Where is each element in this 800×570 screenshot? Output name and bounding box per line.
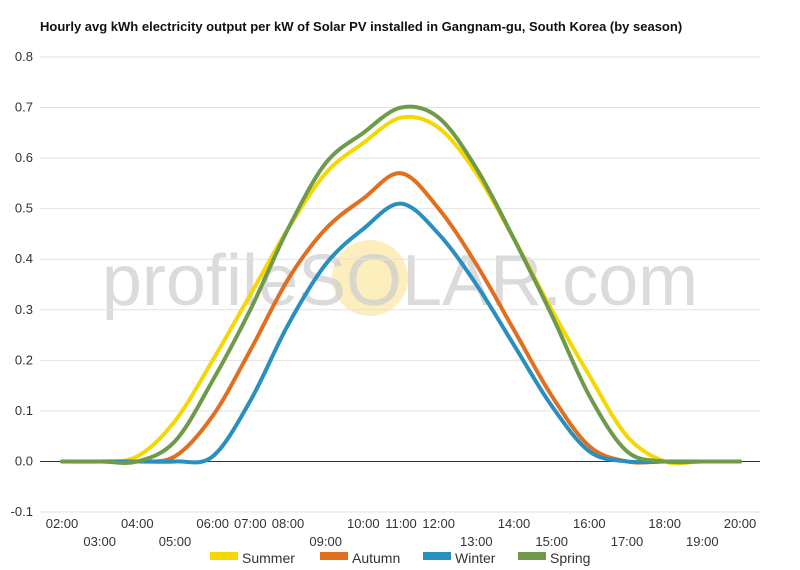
y-axis: 0.8 0.7 0.6 0.5 0.4 0.3 0.2 0.1 0.0 -0.1 bbox=[11, 49, 33, 519]
x-tick-label: 16:00 bbox=[573, 516, 606, 531]
series-lines bbox=[60, 104, 742, 466]
x-tick-label: 09:00 bbox=[309, 534, 342, 549]
legend-swatch-winter bbox=[423, 552, 451, 560]
chart-title: Hourly avg kWh electricity output per kW… bbox=[40, 19, 683, 34]
series-line-spring bbox=[60, 104, 742, 465]
x-tick-label: 13:00 bbox=[460, 534, 493, 549]
x-tick-label: 12:00 bbox=[422, 516, 455, 531]
x-tick-label: 04:00 bbox=[121, 516, 154, 531]
y-tick-label: -0.1 bbox=[11, 504, 33, 519]
legend-label-summer: Summer bbox=[242, 550, 295, 566]
series-line-winter bbox=[60, 201, 742, 465]
x-tick-label: 02:00 bbox=[46, 516, 79, 531]
x-tick-label: 19:00 bbox=[686, 534, 719, 549]
legend-label-autumn: Autumn bbox=[352, 550, 400, 566]
x-tick-label: 15:00 bbox=[535, 534, 568, 549]
watermark-text: profileSOLAR.com bbox=[102, 241, 698, 321]
y-tick-label: 0.3 bbox=[15, 302, 33, 317]
watermark: profileSOLAR.com bbox=[102, 240, 698, 321]
x-tick-label: 20:00 bbox=[724, 516, 757, 531]
y-tick-label: 0.1 bbox=[15, 403, 33, 418]
x-tick-label: 06:00 bbox=[196, 516, 229, 531]
y-tick-label: 0.6 bbox=[15, 150, 33, 165]
y-tick-label: 0.0 bbox=[15, 453, 33, 468]
series-line-summer bbox=[60, 114, 742, 466]
x-tick-label: 05:00 bbox=[159, 534, 192, 549]
x-tick-label: 10:00 bbox=[347, 516, 380, 531]
legend-label-winter: Winter bbox=[455, 550, 496, 566]
legend-swatch-autumn bbox=[320, 552, 348, 560]
grid bbox=[40, 56, 760, 513]
x-tick-label: 11:00 bbox=[385, 516, 417, 531]
y-tick-label: 0.7 bbox=[15, 100, 33, 115]
legend-swatch-summer bbox=[210, 552, 238, 560]
y-tick-label: 0.8 bbox=[15, 49, 33, 64]
x-tick-label: 18:00 bbox=[648, 516, 681, 531]
y-tick-label: 0.5 bbox=[15, 201, 33, 216]
x-tick-label: 07:00 bbox=[234, 516, 267, 531]
y-tick-label: 0.4 bbox=[15, 251, 33, 266]
x-tick-label: 08:00 bbox=[272, 516, 305, 531]
x-tick-label: 03:00 bbox=[83, 534, 116, 549]
y-tick-label: 0.2 bbox=[15, 352, 33, 367]
x-axis: 02:00 04:00 06:00 07:00 08:00 10:00 11:00 12:00… bbox=[46, 516, 757, 549]
legend-swatch-spring bbox=[518, 552, 546, 560]
legend: Summer Autumn Winter Spring bbox=[210, 550, 590, 566]
legend-label-spring: Spring bbox=[550, 550, 590, 566]
x-tick-label: 14:00 bbox=[498, 516, 531, 531]
x-tick-label: 17:00 bbox=[611, 534, 644, 549]
